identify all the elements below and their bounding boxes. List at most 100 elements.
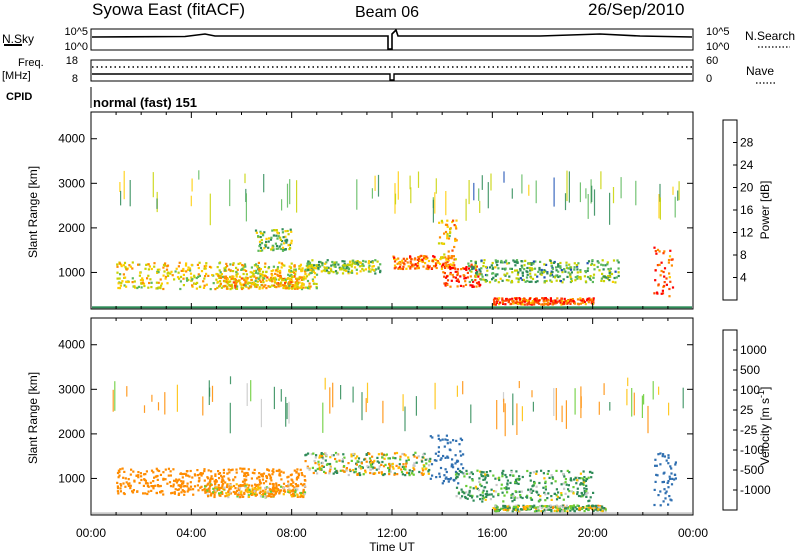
echo-cell — [292, 495, 295, 498]
echo-cell — [206, 483, 209, 486]
echo-cell — [142, 492, 145, 495]
echo-cell — [538, 505, 542, 508]
echo-cell — [260, 232, 263, 235]
echo-cell — [255, 269, 258, 272]
echo-streak — [190, 195, 192, 207]
echo-cell — [480, 473, 483, 476]
echo-cell — [147, 263, 150, 266]
echo-cell — [192, 488, 195, 491]
echo-cell — [326, 269, 329, 272]
nsky-tick-top: 10^5 — [64, 26, 88, 38]
echo-cell — [346, 263, 349, 267]
echo-cell — [474, 261, 477, 264]
echo-cell — [444, 230, 448, 234]
echo-cell — [538, 268, 541, 271]
echo-cell — [521, 475, 524, 479]
echo-cell — [287, 273, 290, 276]
echo-cell — [222, 471, 225, 474]
power-cbar-label: Power [dB] — [758, 181, 772, 240]
echo-cell — [468, 269, 472, 272]
echo-cell — [303, 479, 306, 482]
echo-cell — [332, 454, 335, 457]
echo-cell — [506, 505, 509, 508]
echo-cell — [200, 270, 204, 273]
echo-cell — [585, 495, 588, 498]
echo-cell — [248, 281, 252, 285]
echo-cell — [225, 281, 228, 284]
echo-cell — [586, 491, 589, 495]
echo-cell — [249, 271, 252, 274]
echo-cell — [505, 476, 508, 479]
echo-cell — [534, 280, 537, 284]
echo-cell — [456, 278, 459, 281]
echo-cell — [411, 263, 414, 266]
echo-cell — [269, 238, 273, 241]
echo-cell — [497, 281, 500, 284]
freq-label-2: [MHz] — [2, 70, 31, 82]
echo-cell — [284, 282, 287, 285]
echo-cell — [378, 461, 381, 464]
echo-cell — [320, 453, 323, 456]
echo-cell — [333, 261, 336, 264]
echo-cell — [514, 478, 518, 481]
echo-cell — [512, 300, 515, 303]
echo-cell — [519, 268, 522, 271]
echo-cell — [152, 471, 155, 474]
echo-cell — [580, 491, 583, 495]
echo-cell — [302, 495, 305, 499]
echo-cell — [283, 277, 286, 280]
echo-cell — [122, 273, 125, 276]
freq-right-tick-top: 60 — [706, 55, 718, 67]
echo-cell — [590, 476, 593, 479]
echo-cell — [376, 260, 379, 263]
echo-cell — [323, 470, 326, 473]
echo-cell — [429, 435, 432, 438]
echo-cell — [444, 262, 447, 265]
echo-cell — [157, 281, 160, 284]
echo-cell — [371, 265, 374, 268]
echo-cell — [369, 461, 372, 464]
echo-cell — [225, 278, 228, 281]
echo-cell — [659, 490, 662, 493]
echo-cell — [154, 484, 157, 487]
echo-cell — [528, 262, 531, 265]
echo-cell — [265, 480, 268, 483]
echo-streak — [677, 190, 679, 201]
echo-streak — [410, 187, 412, 204]
echo-cell — [533, 510, 537, 513]
echo-cell — [551, 477, 555, 480]
echo-cell — [295, 476, 299, 480]
echo-cell — [545, 263, 548, 266]
echo-cell — [332, 472, 335, 475]
colorbar-tick-label: 8 — [740, 248, 747, 262]
echo-cell — [205, 262, 208, 265]
echo-cell — [379, 271, 382, 274]
echo-cell — [331, 260, 334, 264]
echo-cell — [509, 298, 512, 301]
echo-cell — [345, 467, 348, 470]
echo-cell — [376, 456, 379, 459]
echo-cell — [447, 237, 451, 240]
echo-cell — [453, 245, 456, 249]
colorbar-tick-label: -1000 — [740, 483, 771, 497]
echo-cell — [472, 487, 475, 490]
echo-cell — [554, 276, 557, 279]
echo-streak — [260, 398, 262, 428]
echo-cell — [338, 266, 341, 269]
echo-cell — [214, 288, 217, 291]
echo-cell — [585, 492, 588, 495]
echo-cell — [333, 265, 336, 268]
echo-cell — [498, 297, 501, 300]
echo-cell — [219, 280, 222, 283]
echo-cell — [243, 264, 246, 267]
echo-cell — [567, 484, 570, 487]
echo-cell — [601, 506, 604, 509]
echo-cell — [362, 259, 365, 263]
echo-streak — [502, 392, 505, 402]
echo-cell — [337, 263, 340, 266]
echo-cell — [552, 299, 555, 302]
echo-cell — [569, 268, 573, 271]
echo-cell — [405, 462, 408, 465]
echo-cell — [567, 488, 570, 491]
echo-cell — [405, 257, 409, 260]
